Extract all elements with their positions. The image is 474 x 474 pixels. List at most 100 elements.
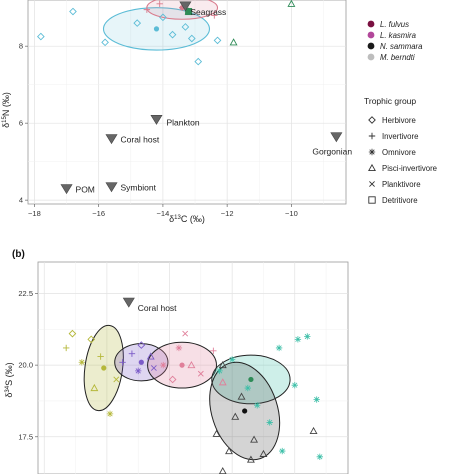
data-point	[101, 38, 109, 47]
grid-b	[38, 262, 348, 474]
data-point	[231, 412, 240, 420]
y-tick-label: 20.0	[18, 361, 33, 370]
y-axis-label-a: δ15N (‰)	[1, 92, 11, 128]
y-tick-label: 17.5	[18, 432, 33, 441]
data-point	[253, 402, 261, 409]
data-point	[218, 378, 227, 386]
square-icon	[368, 196, 376, 204]
data-point	[135, 367, 142, 375]
x-tick-label: −12	[221, 209, 234, 218]
data-point	[175, 344, 183, 352]
mean-marker	[101, 365, 107, 371]
source-label: POM	[76, 185, 95, 195]
data-point	[228, 356, 236, 363]
data-point	[211, 12, 218, 19]
plot-area-a	[27, 0, 347, 205]
mean-marker	[242, 408, 248, 414]
points-a	[37, 0, 296, 66]
asterisk-icon	[368, 148, 376, 156]
x-tick-label: −14	[157, 209, 170, 218]
data-point	[128, 350, 136, 357]
data-point	[87, 335, 96, 344]
data-point	[210, 347, 217, 355]
sources-b: Coral host	[122, 297, 177, 313]
data-point	[275, 344, 283, 352]
data-point	[168, 30, 177, 39]
source-marker	[150, 115, 163, 125]
data-point	[168, 375, 177, 384]
x-tick-label: −10	[285, 209, 298, 218]
y-tick-label: 8	[19, 42, 23, 51]
data-point	[37, 32, 45, 41]
legend-swatch	[367, 20, 375, 28]
source-label: Coral host	[138, 303, 177, 313]
data-point	[194, 57, 203, 66]
y-axis-label-b: δ34S (‰)	[4, 362, 14, 397]
data-point	[133, 19, 142, 27]
y-tick-label: 22.5	[18, 289, 33, 298]
legend-trophic-label: Planktivore	[382, 180, 421, 189]
source-marker	[105, 134, 118, 145]
data-point	[229, 38, 238, 46]
source-label: Symbiont	[121, 183, 157, 193]
data-point	[259, 449, 268, 457]
data-point	[159, 13, 167, 22]
data-point	[225, 446, 233, 455]
source-label: Coral host	[121, 135, 160, 145]
data-point	[160, 361, 167, 369]
mean-marker	[248, 376, 254, 383]
data-point	[218, 361, 227, 369]
panel-b-tag: (b)	[12, 249, 25, 260]
cross-icon	[369, 181, 375, 187]
data-point	[78, 359, 86, 366]
legend-species-label: N. sammara	[380, 42, 423, 51]
source-marker	[105, 182, 118, 193]
data-point	[113, 376, 120, 383]
data-point	[294, 336, 302, 343]
data-point	[213, 36, 222, 45]
data-point	[62, 344, 70, 352]
panel-a: Seagrass Plankton Coral host Gorgonian POM Sy…	[1, 0, 352, 224]
legend-trophic-label: Pisci-invertivore	[382, 164, 437, 173]
mean-marker	[179, 362, 185, 368]
data-point	[97, 353, 104, 360]
data-point	[106, 410, 114, 418]
data-point	[313, 396, 320, 403]
data-point	[237, 392, 246, 400]
panel-b: (b) Coral host 17.5 20.0 22.5 δ34S (‰)	[4, 249, 349, 474]
source-marker	[122, 297, 135, 308]
legend-trophic-label: Omnivore	[382, 148, 416, 157]
data-point	[68, 329, 77, 338]
data-point	[119, 359, 126, 366]
source-label: Plankton	[166, 117, 199, 127]
mean-marker	[153, 26, 160, 32]
data-point	[291, 381, 298, 389]
data-point	[143, 6, 151, 13]
sources-a: Seagrass Plankton Coral host Gorgonian POM Sy…	[60, 1, 352, 195]
legend-species-label: M. berndti	[380, 53, 415, 62]
source-marker	[330, 132, 343, 143]
mean-marker	[138, 359, 144, 365]
legend-swatch	[367, 31, 375, 39]
legend-trophic-label: Herbivore	[382, 116, 416, 125]
data-point	[156, 0, 163, 8]
x-tick-label: −16	[92, 209, 105, 218]
data-point	[182, 330, 189, 337]
legend: L. fulvus L. kasmira N. sammara M. berndti T…	[364, 20, 437, 205]
legend-swatch	[367, 42, 375, 50]
data-point	[137, 341, 146, 349]
mean-marker	[185, 8, 193, 16]
data-point	[90, 383, 99, 392]
data-point	[316, 453, 324, 461]
triangle-icon	[368, 163, 376, 172]
data-point	[216, 367, 223, 375]
y-tick-label: 6	[19, 119, 23, 128]
x-axis-label-a: δ13C (‰)	[169, 214, 205, 224]
plus-icon	[368, 132, 376, 140]
diamond-icon	[368, 116, 376, 124]
data-point	[244, 384, 251, 392]
data-point	[187, 34, 196, 43]
legend-species-label: L. kasmira	[380, 31, 417, 40]
data-point	[197, 370, 204, 377]
